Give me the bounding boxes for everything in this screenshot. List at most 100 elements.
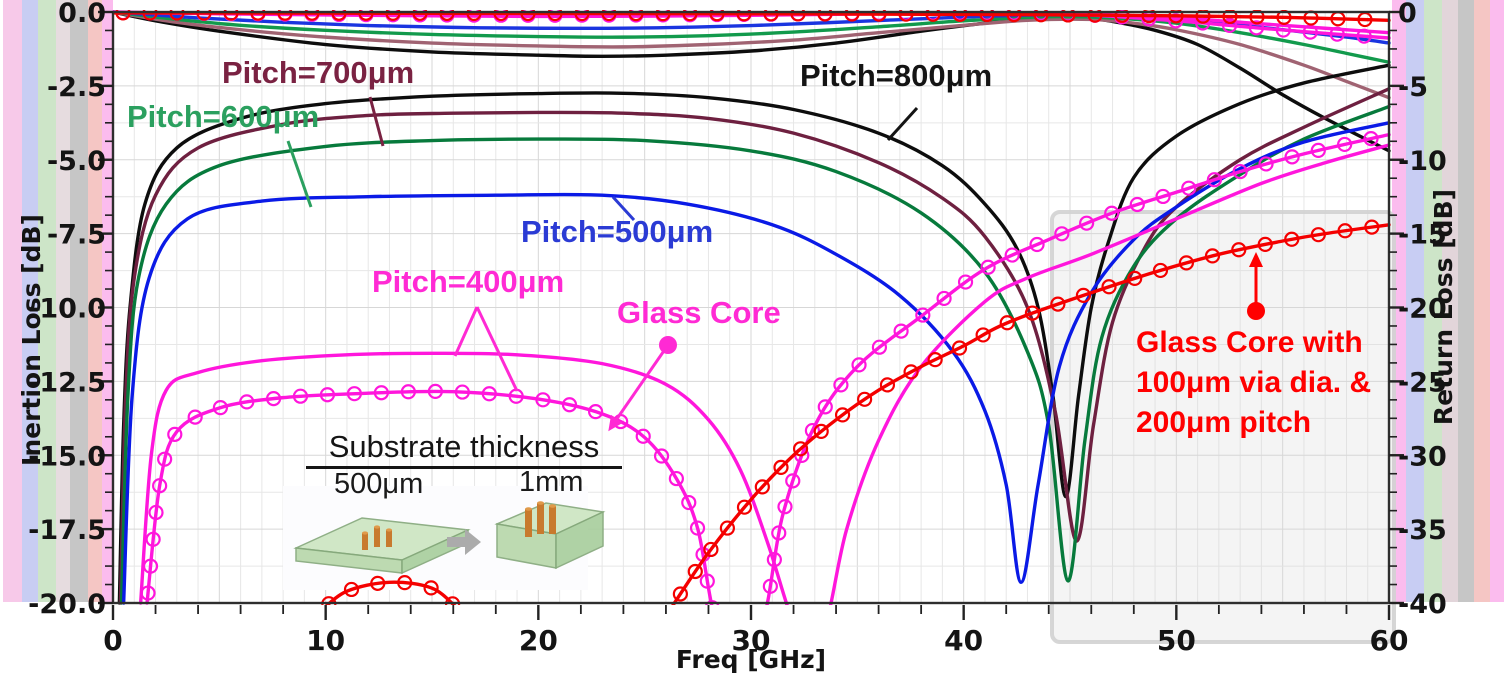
callout-arrowhead (1249, 252, 1263, 267)
series-marker-rl_glass200 (1024, 305, 1041, 321)
callout-line (611, 195, 636, 222)
inset-right-label: 1mm (519, 466, 584, 498)
axes: 0.0 -2.5 -5.0 -7.5 -10.0 -12.5 -15.0 -17.5 -20.0… (17, 0, 1458, 674)
series-marker-rl_glass (766, 551, 782, 568)
series-marker-rl_glass (587, 404, 604, 420)
series-marker-rl_glass200 (1337, 223, 1353, 239)
series-marker-rl_glass (668, 470, 684, 487)
series-marker-rl_glass (1284, 149, 1300, 165)
series-marker-rl_glass (212, 400, 229, 416)
series-marker-rl_glass200 (1075, 287, 1092, 303)
series-marker-rl_glass (762, 578, 778, 594)
series-marker-il_glass200 (844, 10, 860, 22)
series-marker-rl_glass (1129, 196, 1145, 213)
edge-stripe (1442, 0, 1458, 602)
y-right-tick-label: -20 (1398, 294, 1447, 325)
y-left-tick-label: 0.0 (58, 0, 106, 29)
edge-stripe (56, 0, 70, 602)
y-right-tick-label: -35 (1398, 515, 1447, 546)
series-marker-rl_glass200 (879, 377, 896, 393)
series-marker-il_glass200 (493, 10, 509, 22)
y-right-tick-label: 0 (1398, 0, 1417, 29)
series-marker-rl_glass200 (792, 441, 809, 457)
series-marker-rl_glass (427, 383, 443, 399)
x-tick-label: 10 (306, 624, 345, 657)
series-marker-rl_glass200 (834, 407, 851, 423)
series-marker-rl_glass (346, 386, 363, 402)
edge-stripe (3, 0, 22, 602)
callout-arrowhead (608, 414, 623, 432)
series-marker-rl_glass200 (703, 541, 719, 558)
y-right-tick-label: -5 (1398, 72, 1428, 103)
series-marker-il_glass200 (574, 10, 590, 22)
series-marker-il_glass (1221, 17, 1238, 34)
series-marker-rl_glass (1181, 180, 1197, 196)
series-marker-rl_glass200 (754, 479, 770, 495)
series-marker-rl_glass (771, 525, 787, 541)
series-marker-il_glass (1302, 24, 1318, 40)
series-marker-rl_glass200 (343, 581, 360, 598)
series-marker-il_glass200 (952, 10, 968, 22)
y-right-tick-label: -30 (1398, 441, 1447, 472)
y-left-tick-label: -20.0 (28, 589, 106, 620)
series-marker-il_glass200 (466, 10, 482, 21)
series-marker-il_glass200 (331, 10, 347, 21)
callout-dot (1247, 302, 1265, 320)
y-left-tick-label: -2.5 (47, 72, 106, 103)
series-marker-rl_glass (319, 387, 336, 403)
series-marker-rl_glass200 (1284, 231, 1300, 247)
x-tick-label: 30 (732, 624, 771, 657)
series-marker-rl_glass200 (1050, 296, 1066, 312)
series-marker-rl_glass (1232, 163, 1248, 180)
series-marker-il_glass200 (790, 10, 806, 22)
series-marker-il_glass200 (1195, 10, 1211, 24)
series-marker-rl_glass (1054, 226, 1070, 242)
series-marker-rl_glass (400, 384, 416, 400)
series-marker-rl_glass200 (465, 616, 478, 629)
data-series (113, 10, 1391, 664)
series-marker-il_glass200 (736, 10, 752, 22)
series-marker-rl_glass200 (661, 611, 674, 624)
series-marker-rl_glass200 (642, 630, 655, 643)
series-marker-rl_glass200 (672, 586, 688, 602)
series-marker-il_glass200 (709, 10, 725, 22)
callout-arrow (612, 344, 670, 424)
series-marker-rl_glass (980, 259, 996, 275)
series-marker-rl_glass200 (999, 315, 1015, 331)
y-right-tick-label: -40 (1398, 589, 1447, 620)
series-marker-rl_glass (1029, 236, 1045, 253)
series-marker-rl_glass (187, 409, 203, 425)
callout-lines (286, 96, 1265, 432)
series-rl_800 (117, 63, 1391, 605)
series-marker-rl_glass (1363, 131, 1379, 147)
series-marker-il_glass (1248, 20, 1265, 36)
callout-dot (659, 336, 677, 354)
series-marker-rl_glass (1310, 142, 1326, 158)
y-right-tick-label: -10 (1398, 146, 1447, 177)
thin-substrate-3d (293, 517, 471, 575)
x-axis-title: Freq [GHz] (676, 645, 826, 674)
series-marker-rl_glass (1004, 247, 1020, 263)
series-marker-rl_glass200 (565, 651, 578, 664)
series-marker-rl_glass200 (951, 340, 968, 356)
y-left-tick-label: -15.0 (28, 441, 106, 472)
series-marker-rl_glass (481, 386, 497, 402)
series-marker-rl_glass (148, 504, 164, 521)
series-marker-rl_glass200 (1204, 248, 1221, 264)
x-tick-label: 0 (103, 624, 122, 657)
series-marker-rl_glass (714, 627, 727, 640)
series-marker-rl_glass200 (927, 352, 943, 368)
series-marker-il_glass200 (601, 10, 617, 22)
series-marker-rl_glass200 (1257, 236, 1273, 252)
series-marker-il_glass200 (1222, 10, 1238, 25)
series-marker-rl_glass200 (488, 631, 501, 644)
highlight-box (1050, 210, 1396, 644)
series-marker-il_glass200 (385, 10, 401, 21)
series-marker-rl_glass (142, 558, 159, 574)
edge-stripe (22, 0, 38, 602)
series-marker-rl_glass200 (719, 520, 735, 536)
series-marker-rl_glass (239, 394, 255, 410)
y-left-axis-title: Inertion Loss [dB] (17, 214, 46, 466)
series-rl_400 (138, 143, 1391, 605)
series-marker-rl_glass (699, 573, 715, 589)
